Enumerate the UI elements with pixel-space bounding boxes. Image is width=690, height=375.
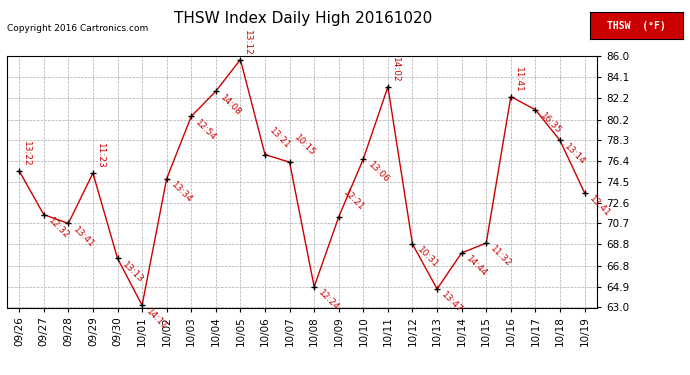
Text: 11:41: 11:41 <box>513 67 522 93</box>
Text: 13:06: 13:06 <box>366 160 391 185</box>
Text: Copyright 2016 Cartronics.com: Copyright 2016 Cartronics.com <box>7 24 148 33</box>
Text: 12:21: 12:21 <box>342 188 366 213</box>
Text: 13:14: 13:14 <box>563 142 587 166</box>
Text: 14:02: 14:02 <box>391 57 400 82</box>
Text: 10:15: 10:15 <box>293 134 317 158</box>
Text: 13:21: 13:21 <box>268 126 293 150</box>
Text: 13:22: 13:22 <box>22 141 31 167</box>
Text: 14:11: 14:11 <box>145 307 170 331</box>
Text: 13:34: 13:34 <box>170 180 194 204</box>
Text: 13:41: 13:41 <box>587 194 612 219</box>
Text: 12:24: 12:24 <box>317 288 342 312</box>
Text: 13:41: 13:41 <box>71 225 96 249</box>
Text: 16:35: 16:35 <box>538 111 563 136</box>
Text: THSW Index Daily High 20161020: THSW Index Daily High 20161020 <box>175 11 433 26</box>
Text: 11:23: 11:23 <box>96 143 105 169</box>
Text: 14:08: 14:08 <box>219 93 243 117</box>
Text: 12:54: 12:54 <box>194 118 219 142</box>
Text: 10:31: 10:31 <box>415 246 440 270</box>
Text: 13:13: 13:13 <box>120 260 145 284</box>
Text: 13:47: 13:47 <box>440 290 464 315</box>
Text: 14:44: 14:44 <box>464 254 489 279</box>
Text: 11:32: 11:32 <box>489 244 513 269</box>
Text: THSW  (°F): THSW (°F) <box>607 21 666 31</box>
Text: 12:32: 12:32 <box>46 216 71 240</box>
Text: 13:12: 13:12 <box>243 30 253 56</box>
